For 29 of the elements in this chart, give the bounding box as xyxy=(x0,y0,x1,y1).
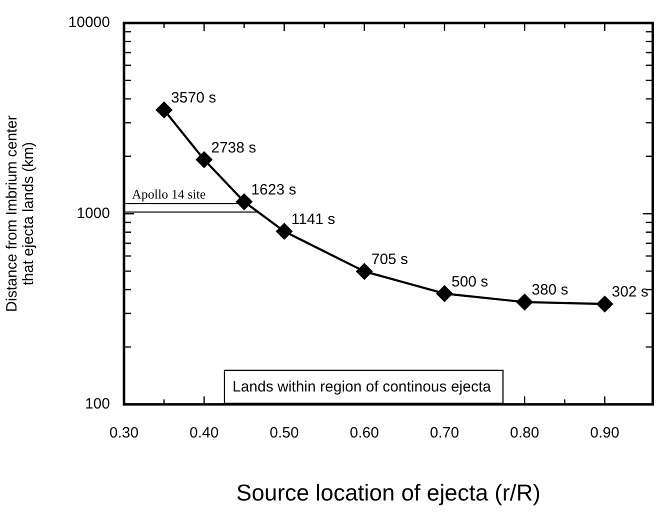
x-tick-label: 0.70 xyxy=(430,424,460,442)
annotation: 380 s xyxy=(532,282,568,299)
annotation: 500 s xyxy=(451,273,488,290)
point xyxy=(436,286,453,302)
annotation: 3570 s xyxy=(171,90,216,107)
ref-line-label: Apollo 14 site xyxy=(132,186,206,202)
y-tick-label: 100 xyxy=(84,396,110,413)
x-tick-label: 0.30 xyxy=(109,424,139,442)
annotation: Lands within region of continous ejecta xyxy=(232,378,492,396)
point xyxy=(356,263,372,280)
annotation: 705 s xyxy=(371,251,408,268)
annotation: 1623 s xyxy=(251,181,296,198)
x-tick-label: 0.60 xyxy=(350,424,379,442)
annotation: 1141 s xyxy=(291,210,336,228)
point xyxy=(596,296,613,312)
x-tick-label: 0.90 xyxy=(590,424,620,442)
point xyxy=(196,152,212,168)
annotation: 2738 s xyxy=(211,139,256,156)
x-tick-label: 0.50 xyxy=(270,424,299,442)
point xyxy=(156,102,172,118)
y-axis-title: Distance from Imbrium center that ejecta lands (km) xyxy=(3,115,37,312)
y-tick-label: 1000 xyxy=(76,204,110,222)
point xyxy=(516,294,533,310)
x-tick-label: 0.80 xyxy=(510,424,540,442)
x-tick-label: 0.40 xyxy=(190,424,219,442)
x-axis-title: Source location of ejecta (r/R) xyxy=(236,480,541,506)
point xyxy=(276,223,292,240)
y-tick-label: 10000 xyxy=(68,14,110,32)
point xyxy=(236,194,252,210)
